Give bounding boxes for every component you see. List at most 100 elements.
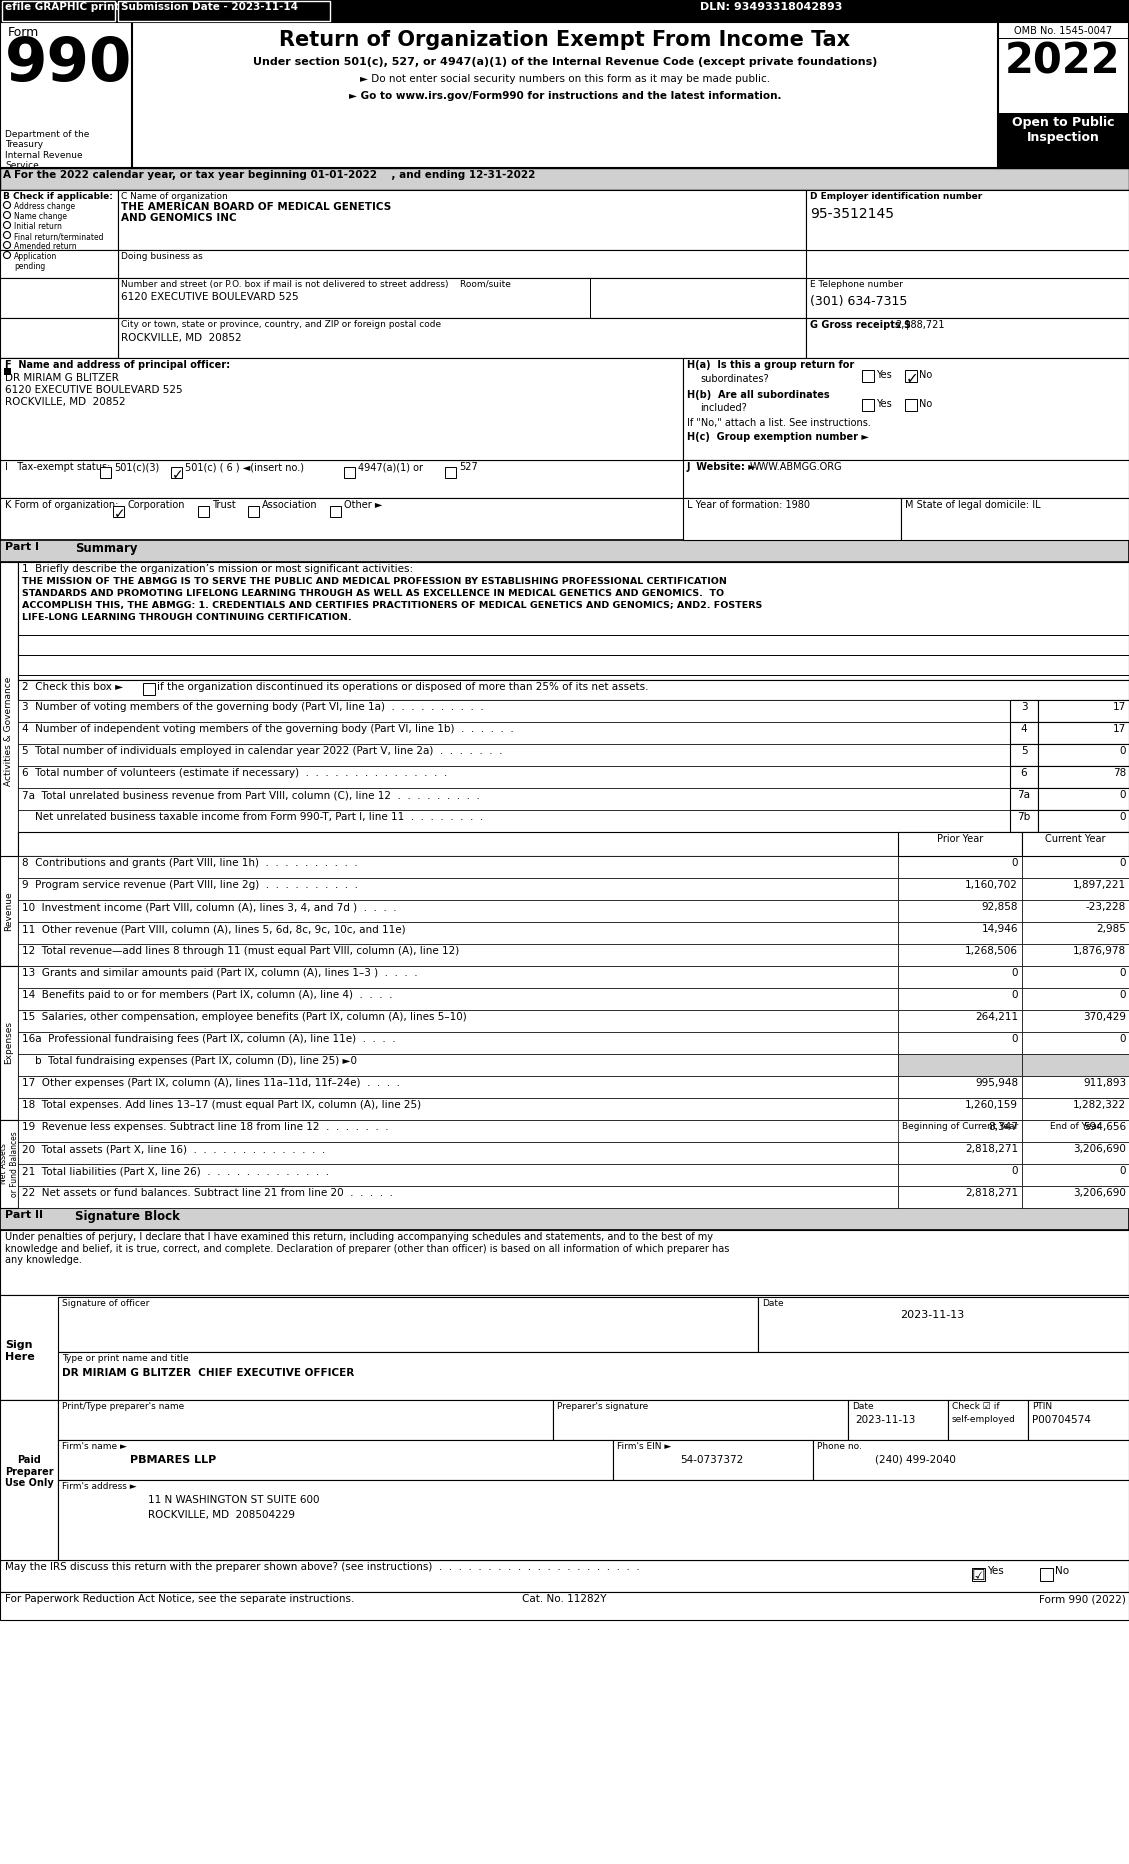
Bar bbox=[18, 856, 898, 878]
Text: Number and street (or P.O. box if mail is not delivered to street address)    Ro: Number and street (or P.O. box if mail i… bbox=[121, 280, 511, 289]
Bar bbox=[1038, 744, 1129, 766]
Text: 7a: 7a bbox=[1017, 790, 1031, 800]
Text: if the organization discontinued its operations or disposed of more than 25% of : if the organization discontinued its ope… bbox=[157, 682, 648, 692]
Bar bbox=[905, 399, 917, 410]
Bar bbox=[0, 22, 132, 168]
Bar bbox=[248, 505, 259, 516]
Text: Summary: Summary bbox=[75, 542, 138, 555]
Text: subordinates?: subordinates? bbox=[700, 375, 769, 384]
Text: Yes: Yes bbox=[876, 399, 892, 408]
Bar bbox=[0, 190, 1129, 250]
Bar bbox=[100, 468, 111, 477]
Text: 12  Total revenue—add lines 8 through 11 (must equal Part VIII, column (A), line: 12 Total revenue—add lines 8 through 11 … bbox=[21, 947, 460, 956]
Bar bbox=[948, 1400, 1029, 1441]
Bar bbox=[1022, 1076, 1129, 1098]
Bar bbox=[1010, 766, 1038, 788]
Text: 15  Salaries, other compensation, employee benefits (Part IX, column (A), lines : 15 Salaries, other compensation, employe… bbox=[21, 1012, 466, 1021]
Text: ROCKVILLE, MD  208504229: ROCKVILLE, MD 208504229 bbox=[148, 1510, 295, 1519]
Bar bbox=[898, 923, 1022, 943]
Text: DLN: 93493318042893: DLN: 93493318042893 bbox=[700, 2, 842, 11]
Text: 2022: 2022 bbox=[1005, 39, 1121, 82]
Bar bbox=[0, 1208, 1129, 1230]
Bar bbox=[758, 1297, 1129, 1351]
Text: 17: 17 bbox=[1113, 703, 1126, 712]
Bar bbox=[18, 900, 898, 923]
Bar bbox=[1022, 1163, 1129, 1186]
Text: Open to Public
Inspection: Open to Public Inspection bbox=[1012, 116, 1114, 144]
Bar bbox=[1010, 788, 1038, 811]
Text: 0: 0 bbox=[1120, 746, 1126, 757]
Text: Name change: Name change bbox=[14, 212, 67, 222]
Bar bbox=[1038, 701, 1129, 721]
Bar bbox=[18, 1186, 898, 1208]
Bar bbox=[898, 856, 1022, 878]
Bar bbox=[58, 1351, 1129, 1400]
Text: No: No bbox=[919, 399, 933, 408]
Text: 370,429: 370,429 bbox=[1083, 1012, 1126, 1021]
Bar bbox=[58, 1480, 1129, 1560]
Text: Under penalties of perjury, I declare that I have examined this return, includin: Under penalties of perjury, I declare th… bbox=[5, 1232, 729, 1266]
Bar bbox=[5, 367, 11, 375]
Bar bbox=[18, 701, 1010, 721]
Bar bbox=[119, 250, 806, 278]
Bar bbox=[898, 831, 1022, 856]
Bar bbox=[0, 278, 119, 319]
Text: Address change: Address change bbox=[14, 201, 76, 211]
Bar bbox=[18, 721, 1010, 744]
Text: 0: 0 bbox=[1012, 857, 1018, 869]
Bar bbox=[445, 468, 456, 477]
Text: Preparer's signature: Preparer's signature bbox=[557, 1402, 648, 1411]
Bar bbox=[813, 1441, 1129, 1480]
Text: Part I: Part I bbox=[5, 542, 40, 552]
Bar bbox=[0, 1400, 1129, 1560]
Bar bbox=[898, 878, 1022, 900]
Text: Department of the
Treasury
Internal Revenue
Service: Department of the Treasury Internal Reve… bbox=[5, 130, 89, 170]
Bar bbox=[18, 563, 1129, 680]
Text: 911,893: 911,893 bbox=[1083, 1077, 1126, 1089]
Bar bbox=[1038, 788, 1129, 811]
Text: 11 N WASHINGTON ST SUITE 600: 11 N WASHINGTON ST SUITE 600 bbox=[148, 1495, 320, 1504]
Bar bbox=[170, 468, 182, 477]
Text: City or town, state or province, country, and ZIP or foreign postal code: City or town, state or province, country… bbox=[121, 321, 441, 330]
Text: 2  Check this box ►: 2 Check this box ► bbox=[21, 682, 123, 692]
Text: Submission Date - 2023-11-14: Submission Date - 2023-11-14 bbox=[121, 2, 298, 11]
Bar bbox=[18, 1120, 898, 1143]
Text: Paid
Preparer
Use Only: Paid Preparer Use Only bbox=[5, 1456, 53, 1487]
Text: 0: 0 bbox=[1012, 967, 1018, 979]
Text: PBMARES LLP: PBMARES LLP bbox=[130, 1456, 217, 1465]
Text: 1  Briefly describe the organization’s mission or most significant activities:: 1 Briefly describe the organization’s mi… bbox=[21, 565, 413, 574]
Text: 13  Grants and similar amounts paid (Part IX, column (A), lines 1–3 )  .  .  .  : 13 Grants and similar amounts paid (Part… bbox=[21, 967, 418, 979]
Bar bbox=[898, 1143, 1022, 1163]
Bar bbox=[58, 1297, 758, 1351]
Text: 2,818,271: 2,818,271 bbox=[965, 1144, 1018, 1154]
Text: H(b)  Are all subordinates: H(b) Are all subordinates bbox=[688, 390, 830, 401]
Text: 8  Contributions and grants (Part VIII, line 1h)  .  .  .  .  .  .  .  .  .  .: 8 Contributions and grants (Part VIII, l… bbox=[21, 857, 358, 869]
Text: OMB No. 1545-0047: OMB No. 1545-0047 bbox=[1014, 26, 1112, 35]
Text: Net unrelated business taxable income from Form 990-T, Part I, line 11  .  .  . : Net unrelated business taxable income fr… bbox=[21, 813, 483, 822]
Bar bbox=[0, 541, 1129, 563]
Bar bbox=[553, 1400, 848, 1441]
Text: Beginning of Current Year: Beginning of Current Year bbox=[902, 1122, 1018, 1131]
Bar bbox=[1022, 966, 1129, 988]
Bar bbox=[0, 1120, 18, 1208]
Text: ► Go to www.irs.gov/Form990 for instructions and the latest information.: ► Go to www.irs.gov/Form990 for instruct… bbox=[349, 91, 781, 101]
Text: LIFE-LONG LEARNING THROUGH CONTINUING CERTIFICATION.: LIFE-LONG LEARNING THROUGH CONTINUING CE… bbox=[21, 613, 351, 623]
Text: Part II: Part II bbox=[5, 1210, 43, 1221]
Bar bbox=[0, 358, 119, 378]
Text: Expenses: Expenses bbox=[5, 1021, 14, 1064]
Text: 14  Benefits paid to or for members (Part IX, column (A), line 4)  .  .  .  .: 14 Benefits paid to or for members (Part… bbox=[21, 990, 393, 999]
Text: 6: 6 bbox=[1021, 768, 1027, 777]
Text: 10  Investment income (Part VIII, column (A), lines 3, 4, and 7d )  .  .  .  .: 10 Investment income (Part VIII, column … bbox=[21, 902, 396, 911]
Text: 92,858: 92,858 bbox=[981, 902, 1018, 911]
Text: Doing business as: Doing business as bbox=[121, 252, 203, 261]
Bar bbox=[683, 498, 901, 541]
Text: Yes: Yes bbox=[987, 1566, 1004, 1575]
Bar bbox=[0, 966, 18, 1120]
Text: 4  Number of independent voting members of the governing body (Part VI, line 1b): 4 Number of independent voting members o… bbox=[21, 723, 514, 734]
Bar bbox=[0, 22, 1129, 168]
Text: STANDARDS AND PROMOTING LIFELONG LEARNING THROUGH AS WELL AS EXCELLENCE IN MEDIC: STANDARDS AND PROMOTING LIFELONG LEARNIN… bbox=[21, 589, 724, 598]
Text: If "No," attach a list. See instructions.: If "No," attach a list. See instructions… bbox=[688, 418, 870, 429]
Text: M State of legal domicile: IL: M State of legal domicile: IL bbox=[905, 500, 1041, 511]
Bar bbox=[143, 682, 155, 695]
Text: 3,206,690: 3,206,690 bbox=[1074, 1144, 1126, 1154]
